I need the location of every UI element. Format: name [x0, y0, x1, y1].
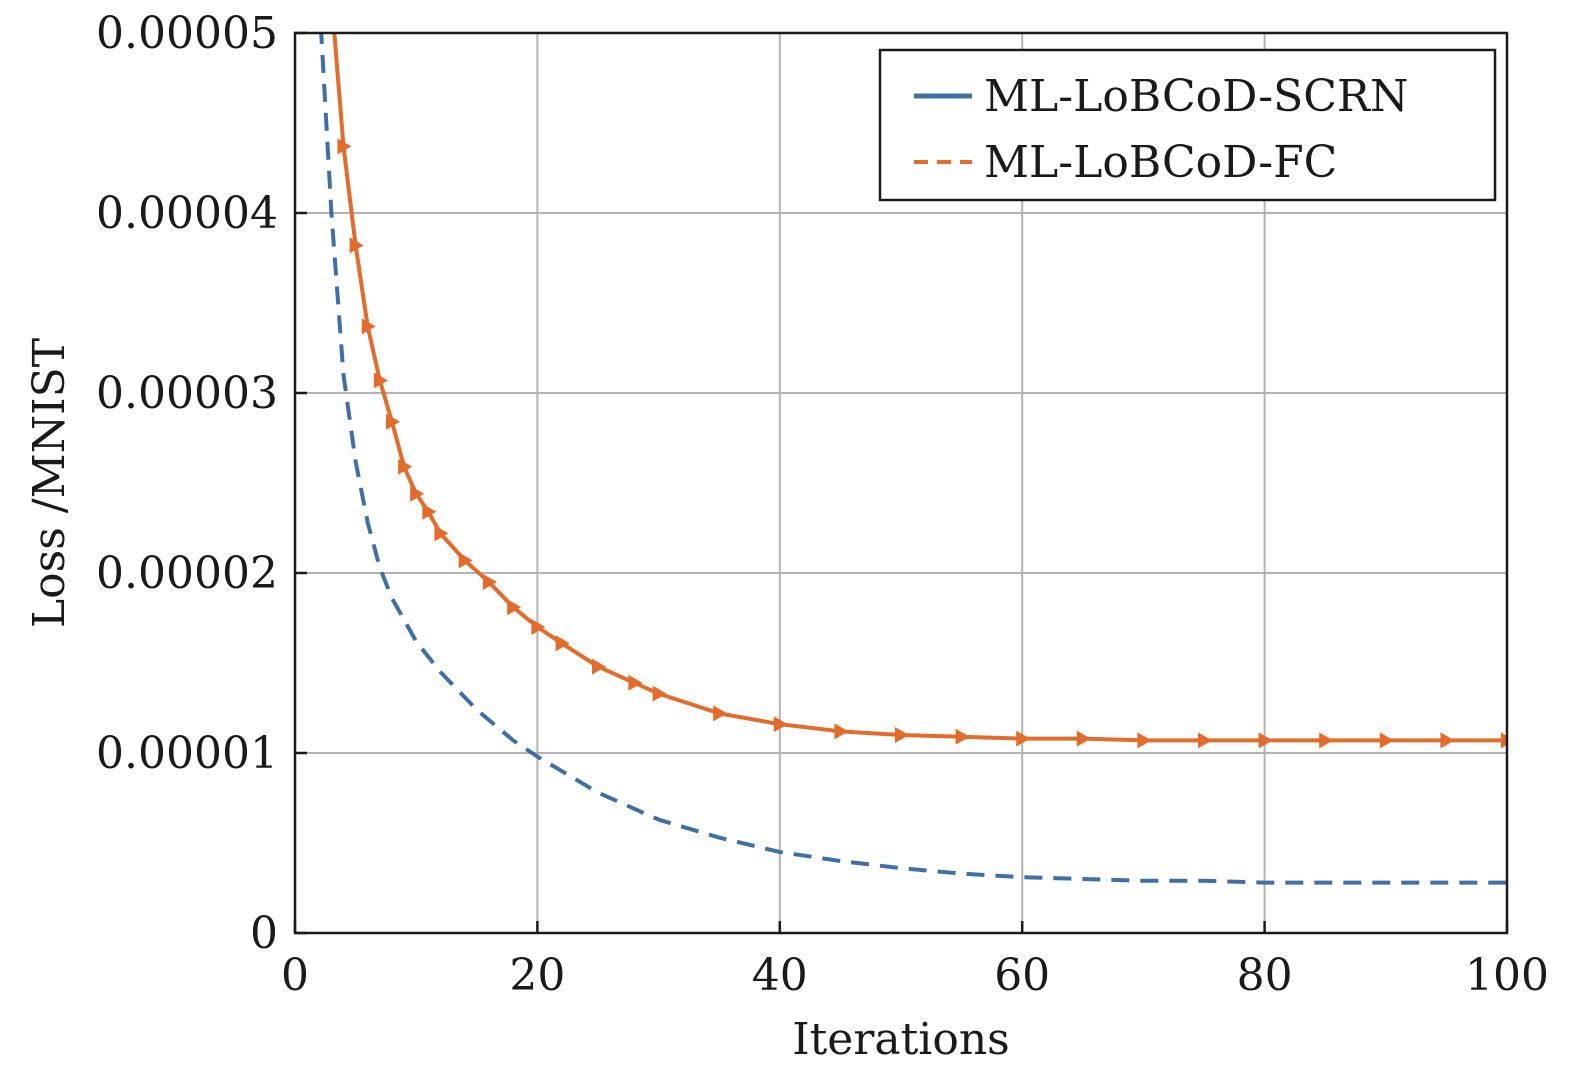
- series-marker-1: [1198, 732, 1212, 749]
- x-tick-label: 80: [1237, 950, 1293, 1001]
- series-marker-1: [1137, 732, 1152, 749]
- y-tick-label: 0.00001: [96, 728, 278, 779]
- y-tick-label: 0.00004: [96, 188, 278, 239]
- series-marker-1: [1379, 732, 1394, 749]
- series-line-1: [332, 33, 1507, 743]
- legend: ML-LoBCoD-SCRN ML-LoBCoD-FC: [878, 48, 1497, 202]
- series-marker-1: [628, 674, 643, 691]
- x-tick-label: 100: [1465, 950, 1549, 1001]
- series-marker-1: [713, 705, 728, 722]
- series-marker-1: [385, 413, 400, 430]
- plot-frame: [293, 31, 1509, 935]
- series-line-0: [319, 33, 1507, 885]
- series-marker-1: [349, 237, 364, 254]
- series-marker-1: [410, 485, 425, 502]
- legend-label-scrn: ML-LoBCoD-SCRN: [984, 71, 1409, 122]
- series-marker-1: [773, 716, 788, 733]
- series-marker-1: [1501, 732, 1507, 749]
- x-tick-label: 60: [994, 950, 1050, 1001]
- series-marker-1: [1319, 732, 1334, 749]
- legend-label-fc: ML-LoBCoD-FC: [984, 137, 1337, 188]
- series-marker-1: [1258, 732, 1273, 749]
- x-tick-label: 40: [752, 950, 808, 1001]
- series-marker-1: [652, 685, 667, 702]
- y-tick-label: 0.00002: [96, 548, 278, 599]
- data-series: [319, 0, 1507, 885]
- series-marker-1: [1016, 730, 1031, 747]
- series-marker-1: [1076, 730, 1091, 747]
- y-axis-title: Loss /MNIST: [24, 338, 75, 628]
- x-axis-title: Iterations: [792, 1014, 1010, 1065]
- y-tick-label: 0.00003: [96, 368, 278, 419]
- series-marker-1: [592, 658, 606, 675]
- axis-ticks: [293, 31, 1509, 935]
- series-marker-1: [834, 723, 849, 740]
- x-tick-labels: 0 20 40 60 80 100: [281, 950, 1549, 1001]
- y-tick-labels: 0 0.00001 0.00002 0.00003 0.00004 0.00005: [96, 8, 278, 959]
- series-marker-1: [507, 599, 522, 616]
- series-marker-1: [531, 619, 546, 635]
- series-marker-1: [434, 525, 449, 542]
- y-tick-label: 0: [250, 908, 278, 959]
- series-marker-1: [398, 458, 413, 475]
- x-tick-label: 20: [509, 950, 565, 1001]
- series-marker-1: [337, 138, 352, 155]
- x-tick-label: 0: [281, 950, 309, 1001]
- legend-box: [878, 48, 1497, 202]
- y-tick-label: 0.00005: [96, 8, 278, 59]
- series-marker-1: [1440, 732, 1455, 749]
- series-marker-1: [482, 574, 497, 590]
- series-marker-1: [325, 0, 339, 5]
- series-marker-1: [422, 503, 437, 520]
- series-marker-1: [555, 635, 570, 652]
- series-marker-1: [955, 728, 970, 745]
- series-marker-1: [373, 372, 388, 389]
- series-marker-1: [895, 727, 909, 743]
- series-marker-1: [458, 552, 473, 569]
- series-marker-1: [361, 318, 376, 335]
